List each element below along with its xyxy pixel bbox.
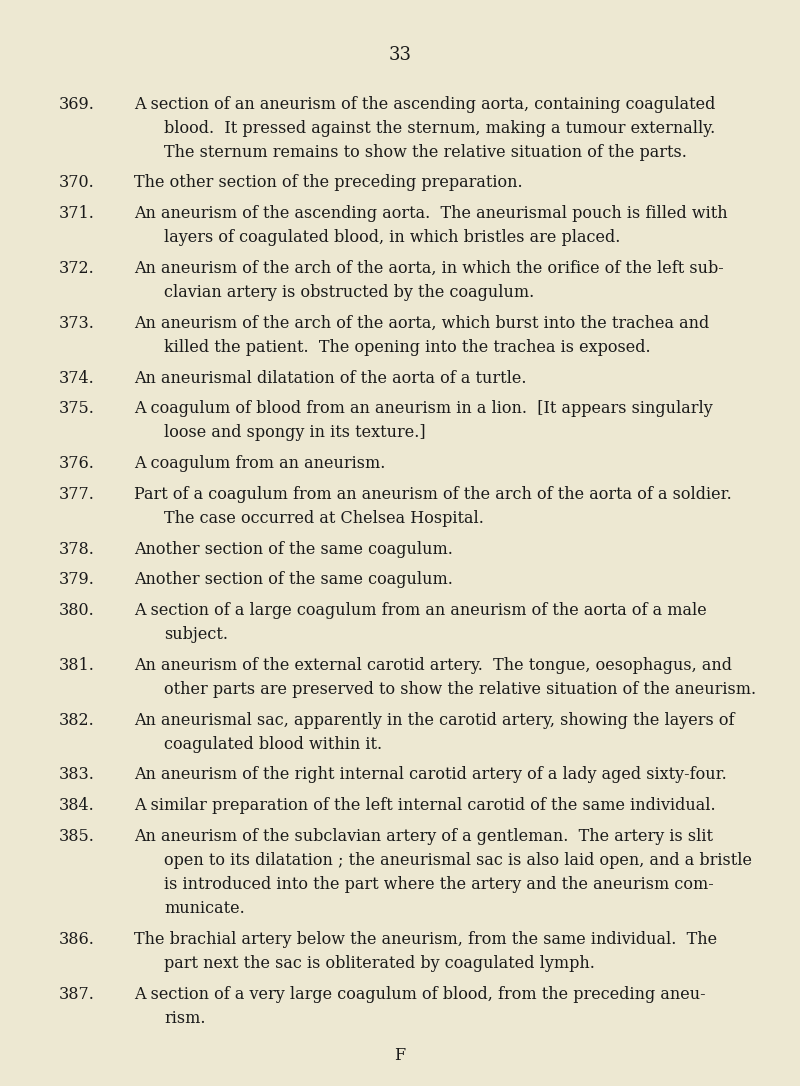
Text: An aneurism of the arch of the aorta, which burst into the trachea and: An aneurism of the arch of the aorta, wh… (134, 315, 710, 331)
Text: A similar preparation of the left internal carotid of the same individual.: A similar preparation of the left intern… (134, 797, 716, 814)
Text: 384.: 384. (58, 797, 94, 814)
Text: 370.: 370. (58, 175, 94, 191)
Text: 381.: 381. (58, 657, 94, 674)
Text: 377.: 377. (58, 485, 94, 503)
Text: A coagulum from an aneurism.: A coagulum from an aneurism. (134, 455, 386, 472)
Text: municate.: municate. (164, 900, 245, 917)
Text: 33: 33 (389, 46, 411, 64)
Text: killed the patient.  The opening into the trachea is exposed.: killed the patient. The opening into the… (164, 339, 650, 356)
Text: The case occurred at Chelsea Hospital.: The case occurred at Chelsea Hospital. (164, 509, 484, 527)
Text: An aneurism of the ascending aorta.  The aneurismal pouch is filled with: An aneurism of the ascending aorta. The … (134, 205, 728, 223)
Text: A section of a very large coagulum of blood, from the preceding aneu-: A section of a very large coagulum of bl… (134, 986, 706, 1002)
Text: 385.: 385. (58, 828, 94, 845)
Text: 387.: 387. (58, 986, 94, 1002)
Text: 380.: 380. (58, 602, 94, 619)
Text: 386.: 386. (58, 931, 94, 948)
Text: part next the sac is obliterated by coagulated lymph.: part next the sac is obliterated by coag… (164, 955, 595, 972)
Text: clavian artery is obstructed by the coagulum.: clavian artery is obstructed by the coag… (164, 283, 534, 301)
Text: A coagulum of blood from an aneurism in a lion.  [It appears singularly: A coagulum of blood from an aneurism in … (134, 401, 713, 417)
Text: 374.: 374. (58, 369, 94, 387)
Text: An aneurism of the right internal carotid artery of a lady aged sixty-four.: An aneurism of the right internal caroti… (134, 767, 727, 783)
Text: is introduced into the part where the artery and the aneurism com-: is introduced into the part where the ar… (164, 876, 714, 893)
Text: 382.: 382. (58, 711, 94, 729)
Text: 371.: 371. (58, 205, 94, 223)
Text: The sternum remains to show the relative situation of the parts.: The sternum remains to show the relative… (164, 143, 687, 161)
Text: 379.: 379. (58, 571, 94, 589)
Text: layers of coagulated blood, in which bristles are placed.: layers of coagulated blood, in which bri… (164, 229, 620, 247)
Text: An aneurism of the arch of the aorta, in which the orifice of the left sub-: An aneurism of the arch of the aorta, in… (134, 260, 724, 277)
Text: blood.  It pressed against the sternum, making a tumour externally.: blood. It pressed against the sternum, m… (164, 119, 715, 137)
Text: 372.: 372. (58, 260, 94, 277)
Text: subject.: subject. (164, 627, 228, 643)
Text: An aneurism of the subclavian artery of a gentleman.  The artery is slit: An aneurism of the subclavian artery of … (134, 828, 714, 845)
Text: The brachial artery below the aneurism, from the same individual.  The: The brachial artery below the aneurism, … (134, 931, 718, 948)
Text: open to its dilatation ; the aneurismal sac is also laid open, and a bristle: open to its dilatation ; the aneurismal … (164, 853, 752, 869)
Text: 373.: 373. (58, 315, 94, 331)
Text: A section of an aneurism of the ascending aorta, containing coagulated: A section of an aneurism of the ascendin… (134, 96, 716, 113)
Text: Another section of the same coagulum.: Another section of the same coagulum. (134, 541, 454, 557)
Text: An aneurism of the external carotid artery.  The tongue, oesophagus, and: An aneurism of the external carotid arte… (134, 657, 733, 674)
Text: 375.: 375. (58, 401, 94, 417)
Text: Part of a coagulum from an aneurism of the arch of the aorta of a soldier.: Part of a coagulum from an aneurism of t… (134, 485, 732, 503)
Text: An aneurismal dilatation of the aorta of a turtle.: An aneurismal dilatation of the aorta of… (134, 369, 527, 387)
Text: other parts are preserved to show the relative situation of the aneurism.: other parts are preserved to show the re… (164, 681, 756, 698)
Text: 383.: 383. (58, 767, 94, 783)
Text: 369.: 369. (58, 96, 94, 113)
Text: Another section of the same coagulum.: Another section of the same coagulum. (134, 571, 454, 589)
Text: The other section of the preceding preparation.: The other section of the preceding prepa… (134, 175, 523, 191)
Text: coagulated blood within it.: coagulated blood within it. (164, 735, 382, 753)
Text: loose and spongy in its texture.]: loose and spongy in its texture.] (164, 425, 426, 441)
Text: An aneurismal sac, apparently in the carotid artery, showing the layers of: An aneurismal sac, apparently in the car… (134, 711, 735, 729)
Text: A section of a large coagulum from an aneurism of the aorta of a male: A section of a large coagulum from an an… (134, 602, 707, 619)
Text: 376.: 376. (58, 455, 94, 472)
Text: rism.: rism. (164, 1010, 206, 1026)
Text: F: F (394, 1047, 406, 1064)
Text: 378.: 378. (58, 541, 94, 557)
